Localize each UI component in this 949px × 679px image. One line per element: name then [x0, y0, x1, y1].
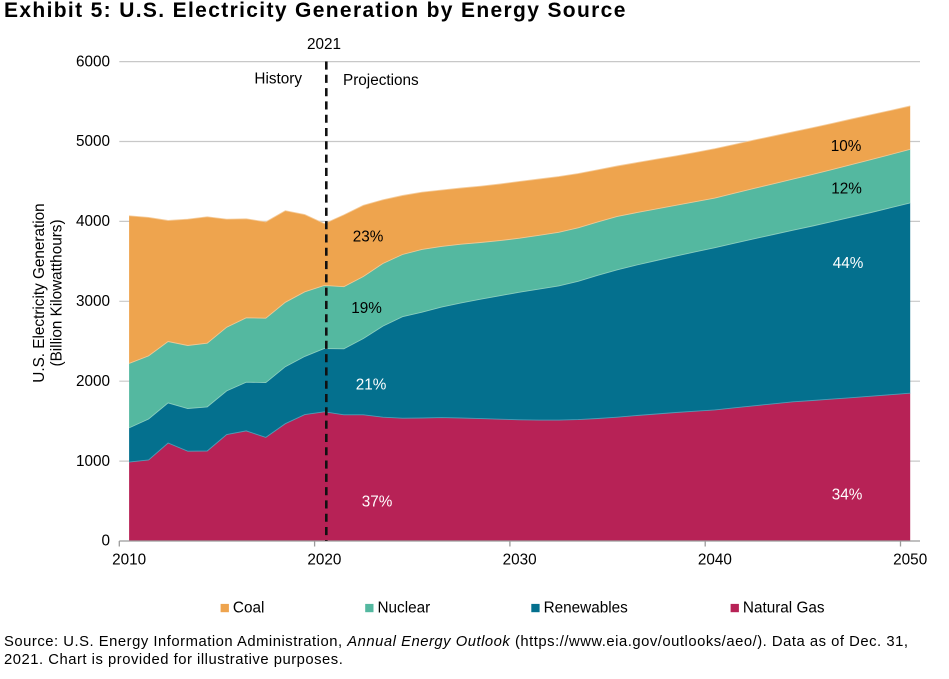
- svg-text:21%: 21%: [356, 377, 387, 394]
- svg-text:2000: 2000: [76, 373, 110, 390]
- svg-text:37%: 37%: [362, 494, 393, 511]
- svg-text:2030: 2030: [503, 552, 537, 569]
- svg-text:6000: 6000: [76, 53, 110, 70]
- svg-text:3000: 3000: [76, 293, 110, 310]
- svg-text:(Billion Kilowatthours): (Billion Kilowatthours): [49, 219, 66, 366]
- svg-text:5000: 5000: [76, 133, 110, 150]
- svg-text:4000: 4000: [76, 213, 110, 230]
- svg-text:10%: 10%: [831, 138, 862, 155]
- svg-text:Coal: Coal: [233, 600, 264, 617]
- svg-text:12%: 12%: [831, 181, 862, 198]
- svg-text:19%: 19%: [351, 300, 382, 317]
- svg-text:0: 0: [101, 533, 110, 550]
- svg-text:44%: 44%: [833, 255, 864, 272]
- svg-text:Nuclear: Nuclear: [378, 600, 431, 617]
- svg-text:2050: 2050: [893, 552, 927, 569]
- svg-text:23%: 23%: [353, 229, 384, 246]
- svg-text:1000: 1000: [76, 453, 110, 470]
- svg-text:Natural Gas: Natural Gas: [743, 600, 825, 617]
- svg-text:2040: 2040: [698, 552, 732, 569]
- svg-text:U.S. Electricity Generation: U.S. Electricity Generation: [31, 203, 48, 382]
- svg-text:History: History: [254, 71, 302, 88]
- svg-text:2020: 2020: [307, 552, 341, 569]
- svg-text:2021: 2021: [307, 36, 341, 53]
- svg-text:2010: 2010: [112, 552, 146, 569]
- svg-text:34%: 34%: [832, 487, 863, 504]
- svg-text:Renewables: Renewables: [544, 600, 629, 617]
- svg-text:Projections: Projections: [343, 72, 419, 89]
